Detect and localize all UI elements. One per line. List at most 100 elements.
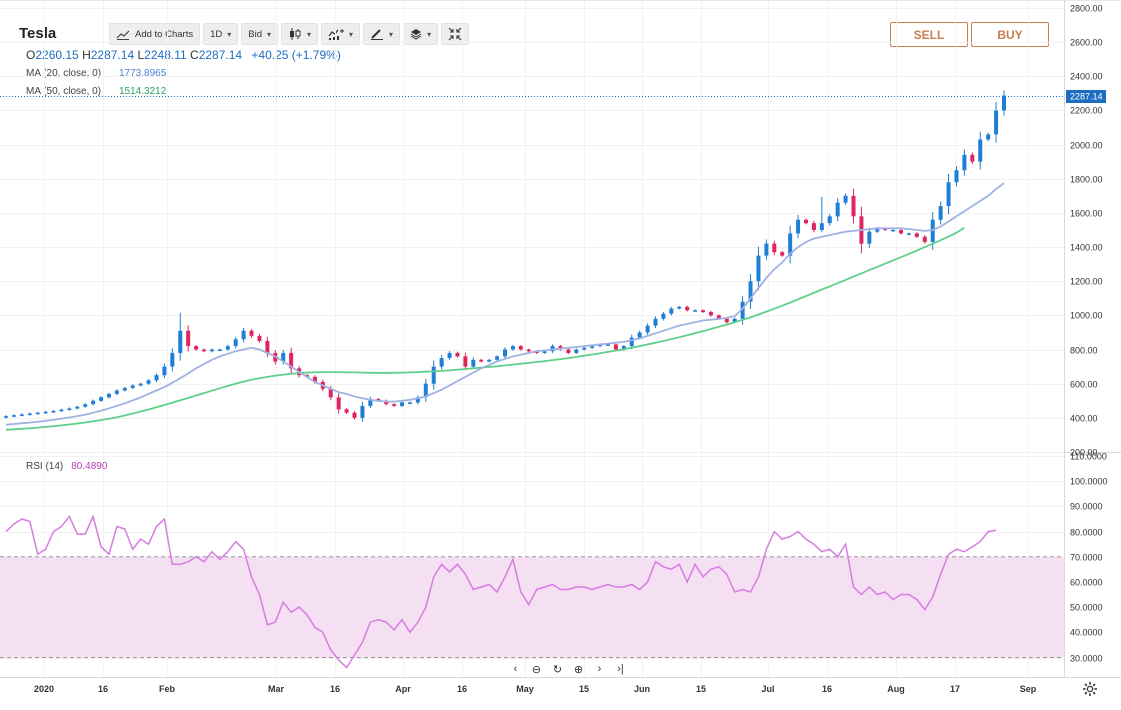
ma20-line	[5, 182, 1005, 426]
chart-toolbar: Add to Charts 1D ▾ Bid ▾ ▾ ▾ ▾ ▾	[109, 23, 470, 45]
high-label: H	[82, 48, 91, 62]
candle-body	[693, 310, 698, 312]
price-tick-label: 400.00	[1070, 414, 1098, 424]
candle-body	[289, 352, 294, 369]
candle-body	[811, 223, 816, 230]
price-side-dropdown[interactable]: Bid ▾	[241, 23, 279, 45]
candle-body	[1002, 95, 1006, 111]
candle-body	[130, 385, 135, 388]
rsi-tick-label: 60.0000	[1070, 578, 1103, 588]
reset-button[interactable]: ↻	[552, 663, 563, 676]
candle-body	[431, 366, 436, 384]
price-tick-label: 1000.00	[1070, 311, 1103, 321]
rsi-tick-label: 100.0000	[1070, 477, 1108, 487]
candle-body	[827, 216, 832, 224]
zoom-in-button[interactable]: ⊕	[573, 663, 584, 676]
zoom-out-button[interactable]: ⊖	[531, 663, 542, 676]
candle-body	[265, 341, 270, 353]
candle-body	[669, 308, 674, 314]
rsi-tick-label: 90.0000	[1070, 502, 1103, 512]
price-tick-label: 800.00	[1070, 346, 1098, 356]
candle-body	[510, 346, 515, 350]
indicators-dropdown[interactable]: ▾	[321, 23, 361, 45]
gear-icon[interactable]	[1082, 681, 1098, 697]
chart-type-dropdown[interactable]: ▾	[281, 23, 319, 45]
candle-body	[455, 352, 460, 357]
chevron-down-icon: ▾	[267, 29, 272, 39]
rsi-tick-label: 40.0000	[1070, 628, 1103, 638]
candle-body	[803, 219, 808, 224]
candle-body	[708, 311, 713, 316]
candle-body	[114, 390, 119, 394]
candle-body	[495, 356, 500, 360]
candle-body	[328, 388, 333, 398]
ma20-value: 1773.8965	[119, 68, 167, 79]
candle-body	[891, 230, 896, 232]
interval-dropdown[interactable]: 1D ▾	[203, 23, 239, 45]
candlestick-icon	[288, 28, 302, 40]
ma50-value: 1514.3212	[119, 86, 167, 97]
time-tick-label: Apr	[395, 684, 411, 694]
chart-navigation: ‹ ⊖ ↻ ⊕ › ›|	[507, 661, 629, 677]
candle-body	[479, 359, 484, 362]
candle-body	[463, 356, 468, 367]
rsi-value: 80.4890	[71, 461, 108, 472]
top-border	[0, 0, 1121, 5]
candle-body	[582, 347, 587, 350]
add-to-charts-button[interactable]: Add to Charts	[109, 23, 201, 45]
go-to-latest-button[interactable]: ›|	[617, 663, 624, 675]
pencil-icon	[370, 28, 384, 40]
candle-body	[819, 223, 824, 230]
chevron-down-icon: ▾	[427, 29, 432, 39]
low-value: 2248.11	[144, 48, 187, 62]
candle-body	[487, 359, 492, 362]
candle-body	[186, 330, 191, 347]
open-value: 2260.15	[35, 48, 79, 62]
candle-body	[59, 409, 64, 412]
time-tick-label: 16	[98, 684, 108, 694]
candle-body	[835, 202, 840, 217]
ma50-legend: MA (50, close, 0) 1514.3212	[26, 86, 166, 97]
candle-body	[518, 346, 523, 350]
time-tick-label: 16	[822, 684, 832, 694]
candle-body	[946, 182, 951, 207]
candle-body	[503, 349, 507, 357]
candle-body	[106, 393, 111, 398]
candle-body	[19, 414, 24, 416]
candle-body	[756, 255, 761, 282]
chevron-down-icon: ▾	[349, 29, 354, 39]
layers-icon	[410, 28, 422, 40]
price-tick-label: 2000.00	[1070, 141, 1103, 151]
candle-body	[645, 325, 650, 333]
drawing-tools-dropdown[interactable]: ▾	[363, 23, 401, 45]
candle-body	[43, 411, 48, 414]
time-tick-label: Sep	[1020, 684, 1037, 694]
candle-body	[914, 233, 919, 237]
chevron-down-icon: ▾	[227, 29, 232, 39]
time-tick-label: 16	[330, 684, 340, 694]
candle-body	[233, 339, 238, 347]
time-tick-label: Mar	[268, 684, 285, 694]
time-tick-label: Jun	[634, 684, 650, 694]
interval-label: 1D	[210, 28, 223, 40]
time-tick-label: 15	[696, 684, 706, 694]
candle-body	[4, 416, 8, 418]
candle-body	[209, 349, 214, 352]
scroll-right-button[interactable]: ›	[597, 663, 602, 675]
candle-body	[938, 206, 943, 220]
candle-body	[994, 110, 999, 135]
candle-body	[851, 195, 856, 217]
candle-body	[35, 412, 40, 415]
price-tick-label: 1800.00	[1070, 175, 1103, 185]
candle-body	[772, 243, 777, 253]
scroll-left-button[interactable]: ‹	[513, 663, 518, 675]
rsi-legend: RSI (14) 80.4890	[26, 461, 107, 472]
layers-dropdown[interactable]: ▾	[403, 23, 439, 45]
candle-body	[875, 228, 880, 232]
rsi-label: RSI (14)	[26, 461, 64, 472]
time-tick-label: 16	[457, 684, 467, 694]
candle-body	[621, 346, 626, 350]
candle-body	[368, 399, 373, 406]
candle-body	[867, 231, 872, 244]
